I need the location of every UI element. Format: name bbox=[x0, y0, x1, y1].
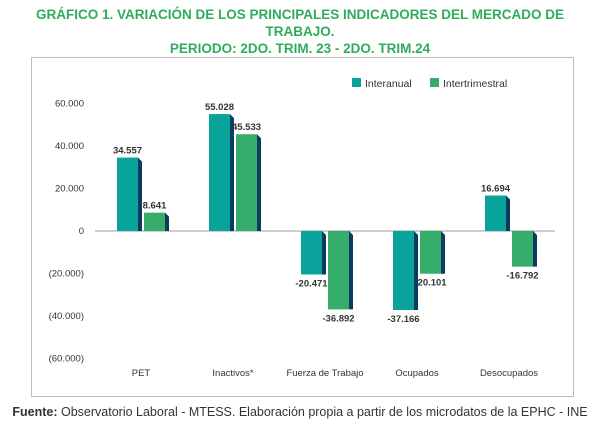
legend-swatch-intertrimestral bbox=[430, 78, 439, 87]
bar-interanual bbox=[117, 157, 138, 231]
bar-side-interanual bbox=[506, 195, 510, 231]
legend-swatch-interanual bbox=[352, 78, 361, 87]
bar-intertrimestral bbox=[144, 212, 165, 231]
legend-label-intertrimestral: Intertrimestral bbox=[443, 78, 507, 90]
chart-title-line2: PERIODO: 2DO. TRIM. 23 - 2DO. TRIM.24 bbox=[169, 41, 431, 56]
source-text: Observatorio Laboral - MTESS. Elaboració… bbox=[57, 405, 588, 419]
data-label-intertrimestral: -16.792 bbox=[506, 271, 538, 282]
y-tick-label: 60.000 bbox=[55, 99, 84, 110]
bar-side-intertrimestral bbox=[441, 231, 445, 274]
bar-side-intertrimestral bbox=[165, 212, 169, 231]
y-tick-label: 40.000 bbox=[55, 141, 84, 152]
data-label-intertrimestral: -36.892 bbox=[322, 313, 354, 324]
data-label-interanual: -37.166 bbox=[387, 314, 419, 325]
bar-side-interanual bbox=[230, 114, 234, 231]
chart-title-line1: GRÁFICO 1. VARIACIÓN DE LOS PRINCIPALES … bbox=[35, 7, 565, 39]
data-label-interanual: 55.028 bbox=[205, 102, 234, 113]
bar-side-intertrimestral bbox=[349, 231, 353, 310]
bar-side-interanual bbox=[322, 231, 326, 275]
data-label-interanual: -20.471 bbox=[295, 279, 328, 290]
y-tick-label: (60.000) bbox=[49, 354, 84, 365]
bar-interanual bbox=[485, 195, 506, 231]
bar-intertrimestral bbox=[236, 134, 257, 231]
category-label: Inactivos* bbox=[212, 368, 253, 379]
source-label: Fuente: bbox=[12, 405, 58, 419]
legend-label-interanual: Interanual bbox=[365, 78, 412, 90]
bar-side-intertrimestral bbox=[257, 134, 261, 231]
bar-side-interanual bbox=[138, 157, 142, 231]
bar-intertrimestral bbox=[420, 231, 441, 274]
data-label-intertrimestral: 8.641 bbox=[143, 201, 167, 212]
category-label: Ocupados bbox=[395, 368, 439, 379]
bar-intertrimestral bbox=[512, 231, 533, 267]
category-label: Desocupados bbox=[480, 368, 538, 379]
y-tick-label: 0 bbox=[79, 226, 84, 237]
category-label: PET bbox=[132, 368, 151, 379]
bar-side-interanual bbox=[414, 231, 418, 310]
bar-interanual bbox=[301, 231, 322, 275]
chart-title: GRÁFICO 1. VARIACIÓN DE LOS PRINCIPALES … bbox=[0, 6, 600, 57]
category-label: Fuerza de Trabajo bbox=[286, 368, 363, 379]
bar-interanual bbox=[209, 114, 230, 231]
y-tick-label: 20.000 bbox=[55, 184, 84, 195]
data-label-intertrimestral: 45.533 bbox=[232, 122, 261, 133]
bar-interanual bbox=[393, 231, 414, 310]
data-label-interanual: 16.694 bbox=[481, 184, 511, 195]
y-tick-label: (20.000) bbox=[49, 269, 84, 280]
data-label-intertrimestral: -20.101 bbox=[414, 278, 447, 289]
bar-side-intertrimestral bbox=[533, 231, 537, 267]
y-tick-label: (40.000) bbox=[49, 311, 84, 322]
source-note: Fuente: Observatorio Laboral - MTESS. El… bbox=[0, 405, 600, 419]
data-label-interanual: 34.557 bbox=[113, 146, 142, 157]
bar-intertrimestral bbox=[328, 231, 349, 310]
